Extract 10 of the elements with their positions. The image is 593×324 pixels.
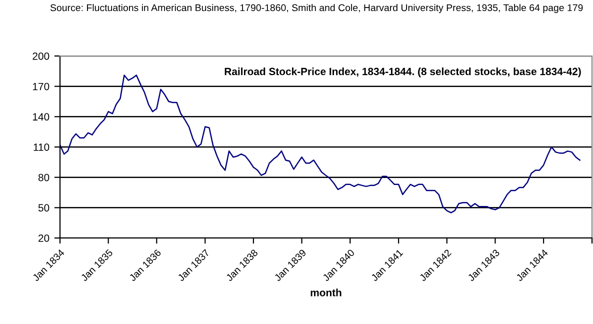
x-axis-title: month <box>310 288 342 296</box>
y-tick-label: 80 <box>38 174 50 182</box>
text: Railroad Stock-Price Index, 1834-1844. (8 selected stocks, base 1834-42) <box>224 68 581 78</box>
y-tick-label: 110 <box>34 144 50 151</box>
y-tick-label: 20 <box>38 234 50 242</box>
y-tick-label: 140 <box>33 113 50 121</box>
source-note: Source: Fluctuations in American Business, 1790-1860, Smith and Cole, Harvard University Press, 1935, Table 64 page 179 <box>50 4 583 14</box>
y-tick-label: 50 <box>38 204 50 212</box>
y-tick-label: 200 <box>32 52 50 60</box>
y-tick-label: 170 <box>33 82 50 90</box>
